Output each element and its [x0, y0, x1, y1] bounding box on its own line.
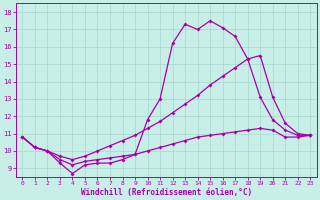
X-axis label: Windchill (Refroidissement éolien,°C): Windchill (Refroidissement éolien,°C) — [81, 188, 252, 197]
